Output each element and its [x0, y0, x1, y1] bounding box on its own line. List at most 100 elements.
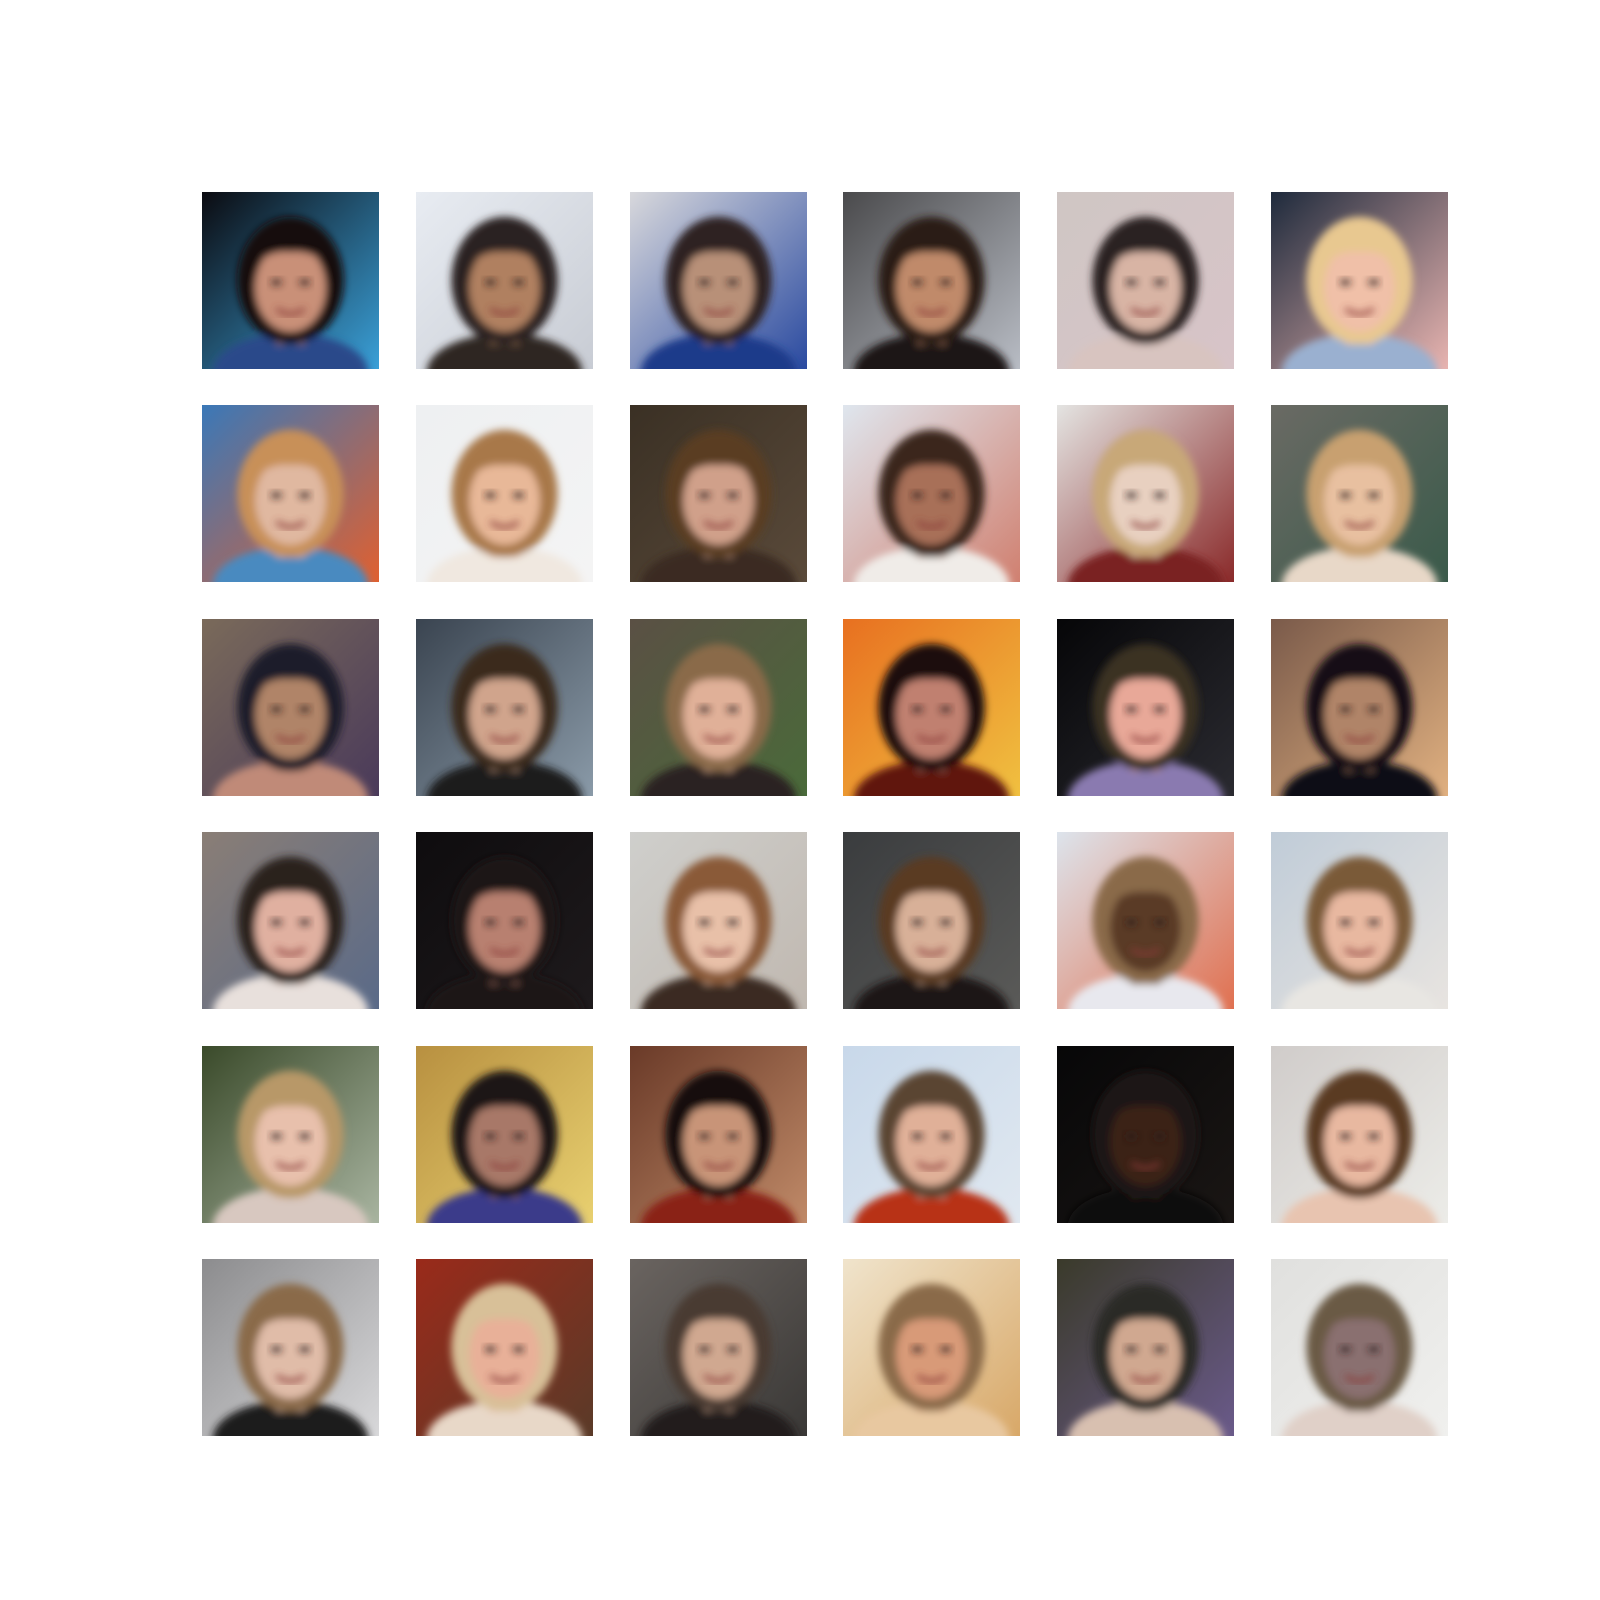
mouth [488, 1160, 520, 1170]
face-tile-r5-c6 [1270, 1045, 1448, 1223]
hair-fringe [675, 653, 765, 701]
hair-fringe [889, 1080, 978, 1127]
face-tile-r3-c6 [1270, 618, 1448, 796]
shoulders [1281, 547, 1438, 583]
face [1324, 1096, 1395, 1186]
face-image [843, 618, 1021, 796]
right-eye [298, 1132, 311, 1140]
right-eye [940, 279, 952, 286]
face-tile-r5-c5 [1057, 1045, 1235, 1223]
shoulders [640, 547, 796, 583]
face [468, 243, 540, 332]
hair-fringe [248, 1080, 337, 1127]
right-eye [1367, 492, 1380, 499]
shoulders [640, 760, 796, 796]
right-eye [298, 492, 311, 499]
left-eye [1125, 279, 1138, 286]
shoulders [426, 1187, 582, 1223]
left-eye [1125, 705, 1138, 713]
left-eye [270, 492, 283, 499]
face [682, 243, 754, 332]
hair-fringe [248, 867, 337, 914]
face-tile-r3-c2 [415, 618, 593, 796]
right-eye [940, 492, 952, 499]
mouth [916, 1160, 948, 1170]
right-eye [1154, 279, 1166, 286]
left-eye [1339, 919, 1351, 926]
right-eye [1154, 919, 1166, 926]
face-tile-r4-c4 [843, 832, 1021, 1010]
face [1110, 243, 1182, 332]
face [682, 1310, 754, 1399]
face-tile-r1-c4 [843, 192, 1021, 369]
right-eye [512, 705, 525, 713]
right-eye [1367, 1346, 1380, 1353]
right-eye [512, 279, 525, 286]
right-eye [940, 705, 952, 713]
shoulders [1281, 1187, 1438, 1223]
left-eye [1339, 279, 1351, 286]
shoulders [1281, 973, 1438, 1010]
mouth [1130, 520, 1162, 530]
mouth [488, 733, 520, 744]
face-tile-r2-c5 [1057, 405, 1235, 583]
face-tile-r4-c6 [1270, 832, 1448, 1010]
face-image [629, 1258, 807, 1436]
left-eye [1339, 492, 1351, 499]
face-tile-r2-c6 [1270, 405, 1448, 583]
face [682, 1096, 754, 1186]
face-image [843, 832, 1021, 1010]
left-eye [1125, 492, 1138, 499]
hair-fringe [461, 867, 551, 914]
left-eye [1125, 1132, 1138, 1140]
right-eye [1154, 705, 1166, 713]
shoulders [1281, 1400, 1438, 1436]
face-tile-r4-c5 [1057, 832, 1235, 1010]
left-eye [1339, 705, 1351, 713]
shoulders [854, 973, 1010, 1010]
right-eye [726, 1132, 738, 1140]
left-eye [912, 279, 924, 286]
left-eye [1339, 1346, 1351, 1353]
right-eye [298, 705, 311, 713]
face [1110, 1310, 1182, 1399]
face [468, 670, 540, 759]
mouth [275, 307, 306, 317]
left-eye [698, 919, 710, 926]
left-eye [484, 492, 496, 499]
hair-fringe [1103, 440, 1192, 487]
face-image [415, 405, 593, 583]
right-eye [298, 279, 311, 286]
face-tile-r6-c3 [629, 1258, 807, 1436]
hair-fringe [461, 1080, 551, 1127]
hair-fringe [1317, 653, 1406, 701]
hair-fringe [461, 1294, 551, 1341]
right-eye [1367, 705, 1380, 713]
left-eye [698, 705, 710, 713]
shoulders [1281, 333, 1438, 369]
face-tile-r4-c1 [202, 832, 379, 1010]
mouth [702, 947, 734, 957]
right-eye [298, 919, 311, 926]
face [896, 243, 968, 332]
hair-fringe [1103, 227, 1192, 274]
shoulders [640, 333, 796, 369]
hair-fringe [1103, 867, 1192, 914]
left-eye [912, 492, 924, 499]
right-eye [1367, 1132, 1380, 1140]
mouth [1344, 307, 1375, 317]
hair-fringe [461, 653, 551, 701]
face-image [1270, 1045, 1448, 1223]
right-eye [726, 1346, 738, 1353]
face-image [1057, 618, 1235, 796]
left-eye [912, 1132, 924, 1140]
hair-fringe [1103, 1080, 1192, 1127]
face [255, 883, 326, 973]
face-tile-r3-c4 [843, 618, 1021, 796]
mouth [1130, 307, 1162, 317]
face-image [629, 618, 807, 796]
right-eye [726, 919, 738, 926]
face-tile-r5-c2 [415, 1045, 593, 1223]
face [896, 670, 968, 759]
mouth [1344, 520, 1375, 530]
